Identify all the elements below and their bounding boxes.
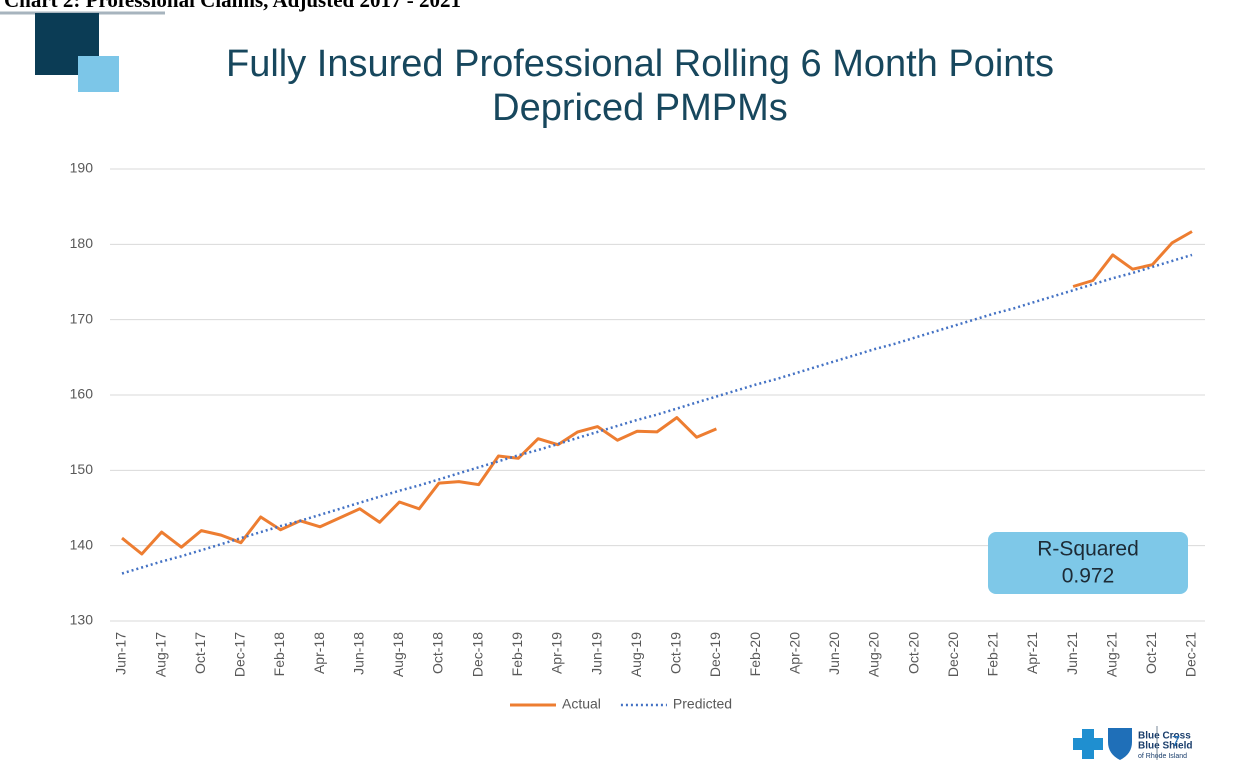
x-tick-label: Jun-19: [588, 632, 604, 675]
x-tick-label: Apr-19: [549, 632, 565, 674]
legend-label: Predicted: [673, 696, 732, 712]
logo-text: Blue Cross: [1138, 731, 1191, 742]
x-tick-label: Oct-21: [1143, 632, 1159, 674]
logo-cross: [1073, 738, 1103, 750]
chart-title: Fully Insured Professional Rolling 6 Mon…: [226, 43, 1054, 85]
legend-label: Actual: [562, 696, 601, 712]
x-tick-label: Dec-19: [707, 632, 723, 677]
deco-square: [78, 56, 119, 92]
annotation: 0.972: [1062, 565, 1115, 588]
series-line: [121, 253, 1193, 575]
logo-shield: [1108, 728, 1132, 760]
chart-title: Depriced PMPMs: [492, 87, 788, 129]
logo: Blue Cross Blue Shield of Rhode Island 7: [1073, 726, 1192, 760]
x-tick-label: Oct-20: [905, 632, 921, 674]
x-tick-label: Oct-18: [430, 632, 446, 674]
x-tick-label: Oct-17: [192, 632, 208, 674]
y-tick-label: 140: [70, 536, 94, 552]
page-number: 7: [1172, 733, 1180, 750]
x-tick-label: Aug-17: [152, 632, 168, 677]
logo-text: of Rhode Island: [1138, 753, 1187, 760]
x-tick-label: Apr-18: [311, 632, 327, 674]
x-tick-label: Dec-20: [945, 632, 961, 677]
y-tick-label: 170: [70, 310, 94, 326]
x-tick-label: Apr-20: [786, 632, 802, 674]
y-tick-label: 180: [70, 235, 94, 251]
x-tick-label: Dec-17: [232, 632, 248, 677]
annotation: R-Squared: [1037, 538, 1139, 561]
x-tick-label: Aug-21: [1103, 632, 1119, 677]
logo-text: Blue Shield: [1138, 741, 1192, 752]
y-tick-label: 130: [70, 612, 94, 628]
annotation-box: [988, 532, 1188, 594]
x-tick-label: Jun-20: [826, 632, 842, 675]
x-tick-label: Dec-18: [469, 632, 485, 677]
caption: Chart 2: Professional Claims, Adjusted 2…: [4, 0, 461, 12]
y-tick-label: 160: [70, 386, 94, 402]
x-tick-label: Jun-17: [113, 632, 129, 675]
x-tick-label: Feb-20: [747, 632, 763, 677]
x-tick-label: Feb-18: [271, 632, 287, 677]
x-tick-label: Aug-20: [866, 632, 882, 677]
plot: 130 140 150 160 170 180 190 Jun-17 Aug-17 Oct-17 D…: [70, 160, 1205, 712]
x-tick-label: Apr-21: [1024, 632, 1040, 674]
x-tick-label: Dec-21: [1183, 632, 1199, 677]
x-tick-label: Aug-18: [390, 632, 406, 677]
x-tick-label: Feb-21: [985, 632, 1001, 677]
x-tick-label: Jun-18: [350, 632, 366, 675]
y-tick-label: 190: [70, 160, 94, 176]
x-tick-label: Oct-19: [668, 632, 684, 674]
series-line: [121, 230, 1193, 556]
y-tick-label: 150: [70, 461, 94, 477]
x-tick-label: Feb-19: [509, 632, 525, 677]
x-tick-label: Aug-19: [628, 632, 644, 677]
x-tick-label: Jun-21: [1064, 632, 1080, 675]
